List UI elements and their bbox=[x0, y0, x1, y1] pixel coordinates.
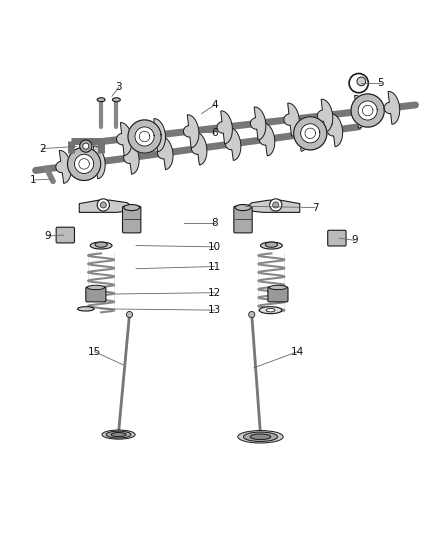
Text: 5: 5 bbox=[377, 78, 384, 88]
Ellipse shape bbox=[124, 205, 140, 211]
Polygon shape bbox=[226, 127, 241, 160]
Ellipse shape bbox=[235, 205, 251, 211]
Ellipse shape bbox=[111, 433, 126, 437]
Text: 13: 13 bbox=[208, 305, 221, 315]
Circle shape bbox=[357, 77, 366, 86]
FancyBboxPatch shape bbox=[56, 227, 74, 243]
FancyBboxPatch shape bbox=[268, 287, 288, 302]
Text: 11: 11 bbox=[208, 262, 221, 271]
Polygon shape bbox=[128, 120, 161, 153]
Text: 3: 3 bbox=[115, 83, 122, 93]
Polygon shape bbox=[191, 132, 207, 165]
Ellipse shape bbox=[244, 432, 278, 441]
Polygon shape bbox=[318, 99, 333, 132]
Circle shape bbox=[273, 202, 279, 208]
Ellipse shape bbox=[80, 140, 92, 152]
Polygon shape bbox=[158, 137, 173, 169]
Polygon shape bbox=[251, 107, 266, 140]
Polygon shape bbox=[293, 118, 309, 151]
Polygon shape bbox=[284, 103, 299, 136]
Text: 4: 4 bbox=[211, 100, 218, 110]
Ellipse shape bbox=[113, 98, 120, 102]
Ellipse shape bbox=[95, 242, 107, 247]
Ellipse shape bbox=[238, 431, 283, 443]
Circle shape bbox=[100, 202, 106, 208]
Polygon shape bbox=[217, 111, 233, 144]
Ellipse shape bbox=[269, 285, 287, 289]
Ellipse shape bbox=[250, 434, 271, 440]
Polygon shape bbox=[124, 141, 139, 174]
Ellipse shape bbox=[102, 430, 135, 439]
Ellipse shape bbox=[78, 306, 94, 311]
Text: 2: 2 bbox=[39, 143, 46, 154]
Polygon shape bbox=[184, 115, 199, 148]
Polygon shape bbox=[79, 200, 132, 212]
Polygon shape bbox=[247, 200, 300, 212]
Text: 10: 10 bbox=[208, 242, 221, 252]
Text: 7: 7 bbox=[312, 203, 318, 213]
Polygon shape bbox=[56, 150, 71, 183]
Ellipse shape bbox=[90, 242, 112, 249]
Ellipse shape bbox=[87, 285, 105, 289]
Polygon shape bbox=[259, 123, 275, 156]
Text: 12: 12 bbox=[208, 288, 221, 298]
Ellipse shape bbox=[259, 306, 282, 313]
Text: 9: 9 bbox=[45, 231, 51, 241]
Polygon shape bbox=[351, 95, 366, 128]
Ellipse shape bbox=[106, 431, 131, 438]
Circle shape bbox=[249, 311, 255, 318]
FancyBboxPatch shape bbox=[86, 287, 106, 302]
FancyBboxPatch shape bbox=[234, 206, 252, 233]
Polygon shape bbox=[117, 123, 132, 156]
Text: 1: 1 bbox=[30, 175, 37, 185]
Polygon shape bbox=[351, 94, 384, 127]
Circle shape bbox=[270, 199, 282, 211]
Text: 6: 6 bbox=[211, 128, 218, 139]
Ellipse shape bbox=[266, 309, 275, 312]
Text: 15: 15 bbox=[88, 346, 101, 357]
Text: 9: 9 bbox=[351, 235, 358, 245]
Polygon shape bbox=[384, 92, 400, 124]
Circle shape bbox=[97, 199, 110, 211]
Polygon shape bbox=[67, 147, 101, 181]
Polygon shape bbox=[150, 119, 166, 152]
Polygon shape bbox=[327, 114, 343, 147]
Polygon shape bbox=[135, 127, 154, 146]
Polygon shape bbox=[300, 124, 320, 143]
Polygon shape bbox=[293, 117, 327, 150]
Polygon shape bbox=[74, 155, 94, 174]
Circle shape bbox=[349, 74, 368, 93]
Circle shape bbox=[127, 311, 133, 318]
FancyBboxPatch shape bbox=[328, 230, 346, 246]
Ellipse shape bbox=[265, 242, 278, 247]
Polygon shape bbox=[358, 101, 377, 120]
Ellipse shape bbox=[97, 98, 105, 102]
Ellipse shape bbox=[83, 143, 89, 149]
Text: 8: 8 bbox=[211, 218, 218, 228]
Text: 14: 14 bbox=[291, 346, 304, 357]
Polygon shape bbox=[90, 146, 105, 179]
Ellipse shape bbox=[261, 242, 283, 249]
FancyBboxPatch shape bbox=[123, 206, 141, 233]
